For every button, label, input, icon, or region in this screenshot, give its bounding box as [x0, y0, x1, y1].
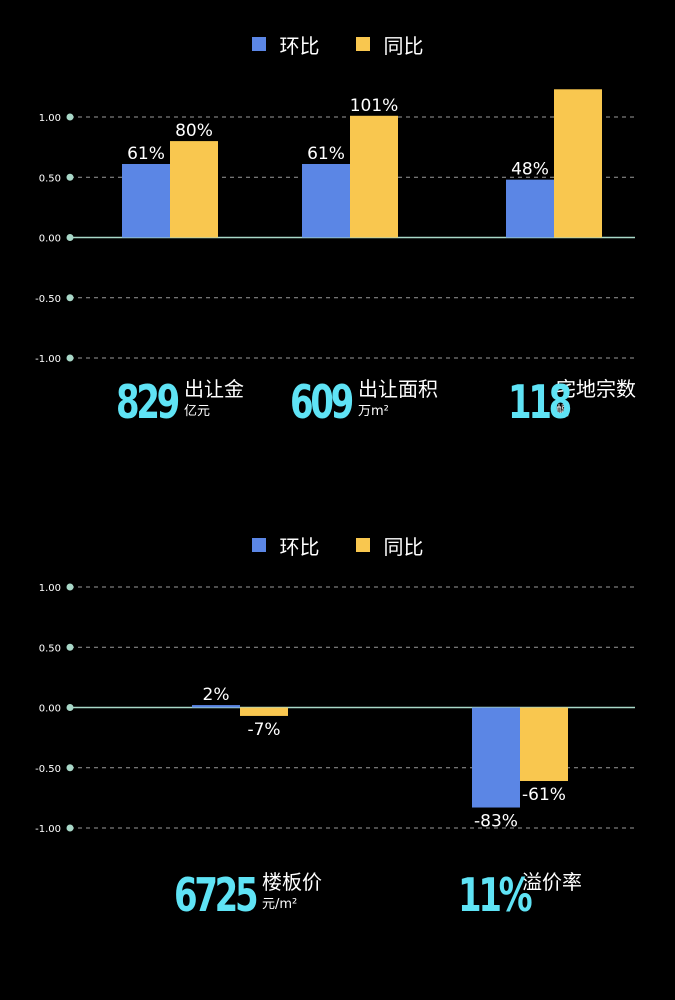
bottom-tick-dot: [66, 643, 74, 651]
top-ytick-label: 0.00: [39, 234, 61, 245]
stat-floor-price-value: 6725: [174, 868, 259, 922]
bottom-ytick-label: 0.00: [39, 704, 61, 715]
bottom-bar-mom: [192, 705, 240, 708]
top-tick-dot: [66, 354, 74, 362]
chart-top: 1.00 0.50 0.00 -0.50 -1.00 61% 80% 61% 101% 48% 12…: [35, 85, 635, 365]
stat-land-revenue-label: 出让金: [184, 377, 244, 401]
legend-item-mom: 环比: [251, 30, 320, 59]
legend-bottom: 环比 同比: [0, 530, 675, 560]
top-data-label: 123%: [554, 85, 603, 89]
bottom-data-label: 2%: [203, 685, 230, 705]
top-data-label: 101%: [350, 96, 399, 116]
stat-land-revenue-unit: 亿元: [184, 404, 211, 419]
top-tick-dot: [66, 173, 74, 181]
stat-residential-lots-label: 宅地宗数: [556, 377, 636, 401]
bottom-bar-mom: [472, 707, 520, 808]
bottom-data-label: -83%: [474, 812, 518, 832]
stat-land-revenue-text: 出让金 亿元: [184, 379, 244, 418]
top-bar-mom: [122, 163, 170, 238]
top-bar-yoy: [170, 141, 218, 238]
top-tick-dot: [66, 294, 74, 302]
bottom-ytick-label: -0.50: [35, 764, 61, 775]
bottom-data-label: -7%: [247, 720, 280, 740]
bottom-bar-yoy: [520, 707, 568, 782]
top-ytick-label: -0.50: [35, 294, 61, 305]
stat-premium-rate-value: 11%: [458, 868, 533, 922]
bottom-data-label: -61%: [522, 785, 566, 805]
top-tick-dot: [66, 113, 74, 121]
top-bar-yoy: [554, 89, 602, 238]
stat-land-area-label: 出让面积: [358, 377, 438, 401]
legend-swatch-yoy-2: [355, 538, 370, 552]
legend-top: 环比 同比: [0, 29, 675, 59]
stat-floor-price-label: 楼板价: [262, 870, 322, 894]
legend-label-mom: 环比: [279, 33, 320, 58]
legend-label-mom-2: 环比: [279, 534, 320, 559]
legend-swatch-mom-2: [251, 538, 266, 552]
stat-residential-lots-text: 宅地宗数 幅: [556, 379, 636, 418]
legend-swatch-mom: [251, 37, 266, 51]
legend-swatch-yoy: [355, 37, 370, 51]
stat-land-area-value: 609: [290, 375, 354, 429]
top-tick-dot: [66, 234, 74, 241]
top-ytick-label: 1.00: [39, 113, 61, 124]
stat-residential-lots: 118 宅地宗数 幅: [508, 379, 636, 425]
stat-land-area-text: 出让面积 万m²: [358, 379, 438, 418]
top-ytick-label: -1.00: [35, 354, 61, 365]
stat-land-area-unit: 万m²: [358, 404, 389, 419]
bottom-ytick-label: 0.50: [39, 643, 61, 654]
bottom-tick-dot: [66, 764, 74, 772]
top-data-label: 48%: [511, 160, 549, 180]
bottom-bar-yoy: [240, 707, 288, 716]
bottom-tick-dot: [66, 824, 74, 832]
stat-land-revenue: 829 出让金 亿元: [116, 379, 244, 425]
legend-item-yoy-2: 同比: [355, 531, 424, 560]
stat-residential-lots-unit: 幅: [556, 404, 570, 419]
bottom-tick-dot: [66, 704, 74, 711]
legend-label-yoy-2: 同比: [383, 534, 424, 559]
stat-floor-price-unit: 元/m²: [262, 897, 298, 912]
stat-premium-rate-text: 溢价率: [522, 872, 582, 898]
stat-premium-rate: 11% 溢价率: [458, 872, 582, 918]
stat-residential-lots-value: 118: [508, 375, 572, 429]
top-data-label: 80%: [175, 121, 213, 141]
legend-label-yoy: 同比: [383, 33, 424, 58]
bottom-tick-dot: [66, 583, 74, 591]
top-data-label: 61%: [127, 144, 165, 164]
legend-item-mom-2: 环比: [251, 531, 320, 560]
bottom-ytick-label: -1.00: [35, 824, 61, 835]
bottom-ytick-label: 1.00: [39, 583, 61, 594]
top-bar-yoy: [350, 115, 398, 238]
top-bar-mom: [506, 179, 554, 238]
stat-premium-rate-label: 溢价率: [522, 870, 582, 894]
legend-item-yoy: 同比: [355, 30, 424, 59]
top-ytick-label: 0.50: [39, 173, 61, 184]
stat-floor-price: 6725 楼板价 元/m²: [174, 872, 322, 918]
stat-land-area: 609 出让面积 万m²: [290, 379, 438, 425]
stat-land-revenue-value: 829: [116, 375, 180, 429]
top-bar-mom: [302, 163, 350, 238]
top-data-label: 61%: [307, 144, 345, 164]
chart-bottom: 1.00 0.50 0.00 -0.50 -1.00 2% -7% -83%-61%: [35, 583, 635, 835]
stat-floor-price-text: 楼板价 元/m²: [262, 872, 322, 911]
